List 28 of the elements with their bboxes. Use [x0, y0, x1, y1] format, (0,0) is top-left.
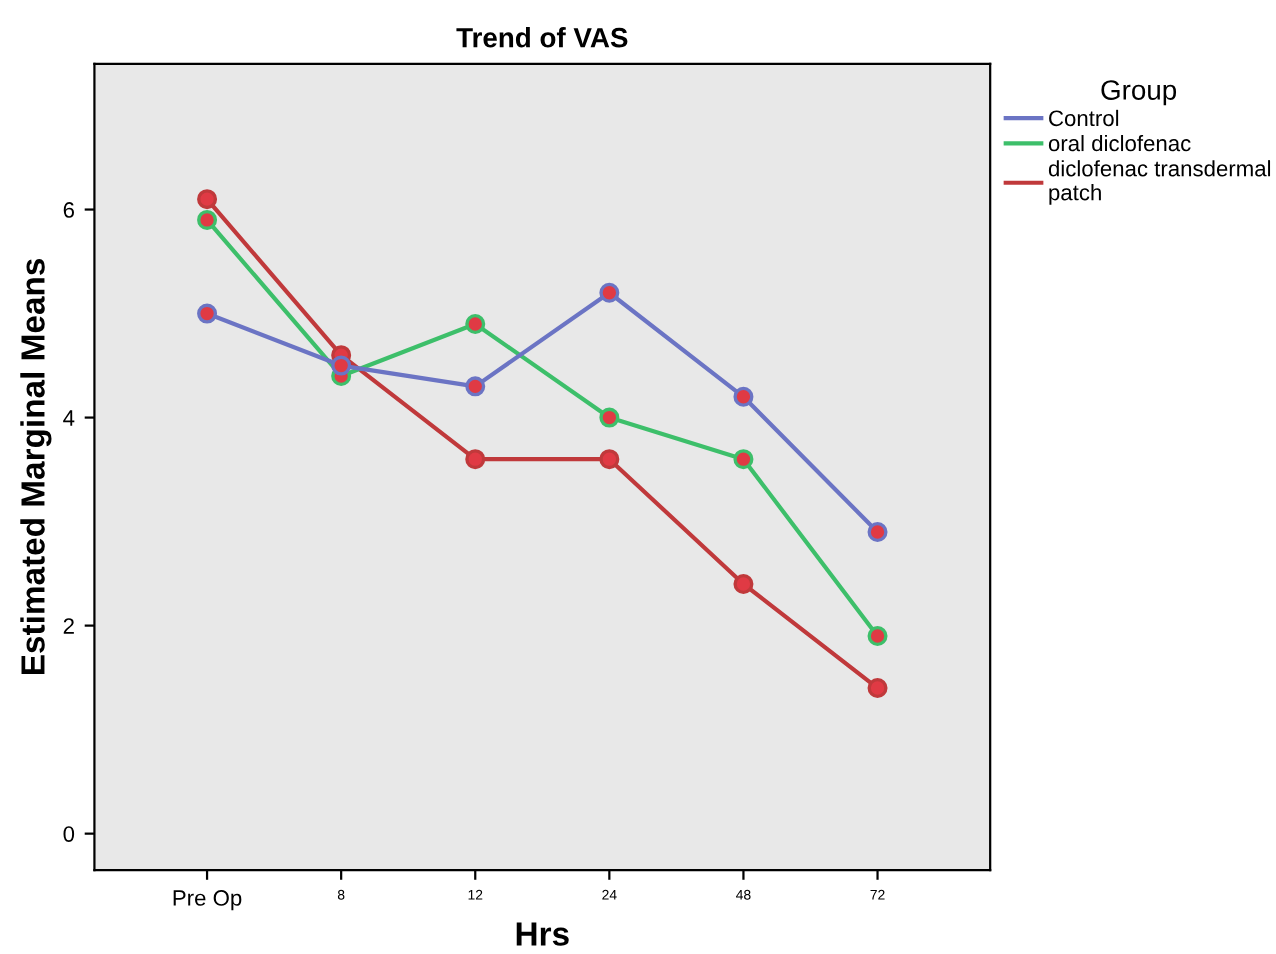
point — [465, 376, 486, 397]
x-tick-label: Pre Op — [173, 890, 242, 911]
point — [197, 189, 218, 210]
point — [867, 521, 888, 542]
point — [867, 678, 888, 699]
point — [733, 574, 754, 595]
point — [465, 449, 486, 470]
y-tick-label: 4 — [63, 410, 75, 426]
y-tick-label: 0 — [63, 826, 75, 842]
point — [465, 313, 486, 334]
y-tick-label: 6 — [63, 202, 74, 218]
point — [599, 407, 620, 428]
x-axis-title: Hrs — [516, 922, 569, 946]
point — [197, 303, 218, 324]
point — [733, 449, 754, 470]
point — [599, 449, 620, 470]
point — [197, 209, 218, 230]
y-tick-label: 2 — [63, 618, 74, 634]
chart-title: Trend of VAS — [456, 27, 628, 48]
point — [599, 282, 620, 303]
point — [867, 626, 888, 647]
y-axis-title: Estimated Marginal Means — [20, 259, 52, 675]
legend-label: oral diclofenac — [1048, 134, 1191, 152]
point — [733, 386, 754, 407]
point — [331, 355, 352, 376]
legend-title: Group — [1101, 80, 1177, 106]
legend-label: diclofenac transdermal patch — [1048, 160, 1271, 205]
legend-label: Control — [1049, 109, 1119, 127]
